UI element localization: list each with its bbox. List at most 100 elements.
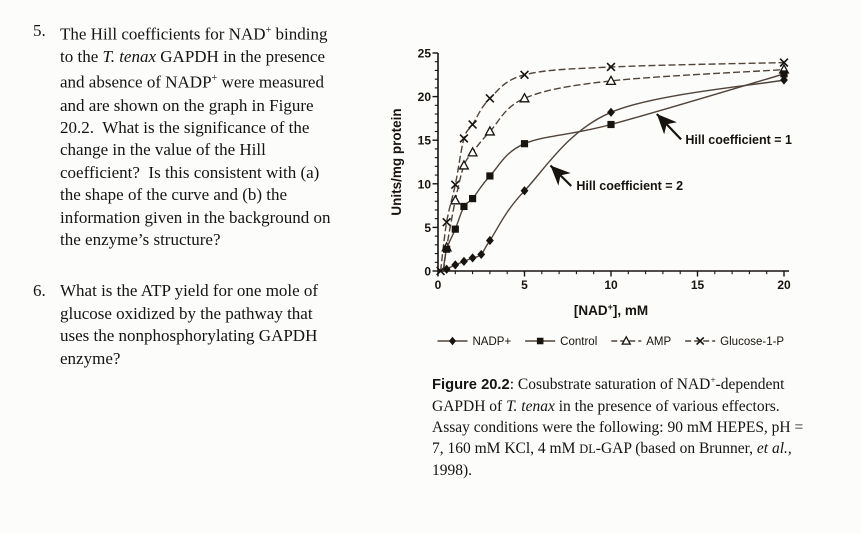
annotation-arrow — [549, 164, 572, 187]
text-segment: What is the ATP yield for one mole of — [60, 281, 319, 301]
triangle-marker — [621, 335, 632, 345]
svg-text:20: 20 — [418, 90, 432, 104]
square-marker — [486, 172, 494, 180]
svg-text:5: 5 — [521, 278, 528, 292]
svg-text:25: 25 — [418, 47, 432, 61]
text-segment: 7, 160 mM KCl, 4 mM — [432, 440, 580, 458]
svg-text:15: 15 — [418, 134, 432, 148]
text-segment: in the presence of various effectors. — [554, 398, 780, 416]
diamond-marker — [451, 260, 460, 270]
diamond-marker — [485, 235, 494, 246]
text-segment: + — [211, 73, 218, 85]
question-5: 5. The Hill coefficients for NAD+ bindin… — [33, 20, 383, 251]
text-segment: the enzyme’s structure? — [60, 229, 221, 249]
annotation-arrow — [656, 113, 682, 141]
questions-column: 5. The Hill coefficients for NAD+ bindin… — [33, 20, 383, 370]
text-line: 1998). — [432, 460, 846, 481]
text-segment: DL — [579, 442, 596, 457]
square-marker — [460, 202, 468, 211]
text-segment: -dependent — [715, 376, 785, 394]
x-marker — [459, 133, 469, 143]
legend-label: Control — [560, 336, 597, 348]
text-segment: 1998). — [432, 462, 473, 480]
question-6-text: What is the ATP yield for one mole of glu… — [60, 280, 318, 370]
text-line: GAPDH of T. tenax in the presence of var… — [432, 396, 846, 417]
text-line: Assay conditions were the following: 90 … — [432, 417, 846, 438]
text-line: and are shown on the graph in Figure — [60, 95, 331, 117]
text-line: 20.2. What is the significance of the — [60, 117, 331, 139]
legend-item-NADP+: NADP+ — [437, 336, 512, 348]
x-marker — [606, 62, 616, 72]
text-segment: + — [265, 25, 272, 36]
text-segment: enzyme? — [60, 348, 121, 368]
legend-item-Control: Control — [525, 336, 597, 348]
text-line: and absence of NADP+ were measured — [60, 68, 331, 94]
text-segment: and absence of NADP — [60, 73, 212, 93]
svg-text:20: 20 — [777, 278, 791, 292]
text-segment: GAPDH of — [432, 398, 507, 416]
x-marker — [485, 93, 495, 103]
text-line: The Hill coefficients for NAD+ binding — [60, 20, 331, 46]
text-line: the shape of the curve and (b) the — [60, 184, 331, 206]
question-5-text: The Hill coefficients for NAD+ binding to… — [60, 20, 331, 251]
text-segment: The Hill coefficients for NAD — [60, 24, 266, 44]
text-line: change in the value of the Hill — [60, 139, 331, 161]
text-segment: and are shown on the graph in Figure — [60, 95, 314, 115]
annotation-label: Hill coefficient = 2 — [576, 179, 683, 193]
diamond-marker — [460, 256, 468, 267]
x-marker — [442, 217, 452, 227]
text-segment: information given in the background on — [60, 207, 331, 227]
text-segment: binding — [271, 24, 328, 44]
triangle-marker — [519, 92, 530, 103]
square-marker — [536, 337, 544, 345]
series-AMP — [441, 63, 790, 272]
series-Control — [442, 70, 788, 272]
figure-20-2-chart: 0 5 10 15 20 0 5 10 15 20 25 [NAD+], mM Units/mg pro… — [389, 47, 792, 349]
x-marker — [520, 70, 529, 80]
legend-label: Glucose-1-P — [720, 336, 784, 348]
svg-text:10: 10 — [604, 278, 618, 292]
diamond-marker — [780, 75, 788, 85]
text-line: glucose oxidized by the pathway that — [60, 303, 318, 325]
text-segment: T. tenax — [102, 47, 157, 67]
svg-text:5: 5 — [424, 221, 431, 235]
text-segment: change in the value of the Hill — [60, 140, 266, 160]
diamond-marker — [442, 264, 451, 274]
chart-axes: 0 5 10 15 20 0 5 10 15 20 25 — [418, 47, 791, 293]
text-segment: glucose oxidized by the pathway that — [60, 303, 313, 323]
text-line: information given in the background on — [60, 207, 331, 229]
legend-item-Glucose-1-P: Glucose-1-P — [685, 336, 784, 348]
text-line: enzyme? — [60, 348, 318, 370]
x-marker — [779, 58, 789, 68]
chart-legend: NADP+ Control AMP Glucose-1-P — [437, 335, 784, 348]
legend-label: NADP+ — [473, 336, 512, 348]
square-marker — [607, 120, 615, 129]
text-segment: 20.2. What is the significance of the — [60, 117, 310, 137]
text-segment: -GAP (based on Brunner, — [595, 440, 757, 458]
svg-text:10: 10 — [418, 177, 432, 191]
triangle-marker — [605, 74, 617, 86]
diamond-marker — [520, 186, 529, 196]
text-segment: the shape of the curve and (b) the — [60, 185, 288, 205]
chart-annotation-1: Hill coefficient = 1 — [656, 113, 792, 147]
y-axis-title: Units/mg protein — [389, 108, 404, 215]
text-line: uses the nonphosphorylating GAPDH — [60, 325, 318, 347]
text-segment: were measured — [217, 73, 324, 93]
question-6-number: 6. — [33, 281, 46, 301]
diamond-marker — [607, 107, 615, 117]
legend-label: AMP — [646, 336, 671, 348]
text-segment: coefficient? Is this consistent with (a) — [60, 162, 320, 182]
svg-text:0: 0 — [435, 278, 442, 292]
text-segment: Figure 20.2 — [432, 377, 510, 394]
square-marker — [469, 195, 477, 203]
text-segment: : Cosubstrate saturation of NAD — [509, 376, 711, 394]
diamond-marker — [468, 253, 477, 263]
triangle-marker — [458, 159, 470, 170]
x-marker — [696, 336, 705, 346]
text-segment: GAPDH in the presence — [156, 47, 326, 67]
text-segment: + — [710, 376, 716, 386]
text-segment: to the — [60, 47, 103, 67]
svg-text:0: 0 — [424, 265, 431, 279]
x-marker — [468, 120, 478, 129]
